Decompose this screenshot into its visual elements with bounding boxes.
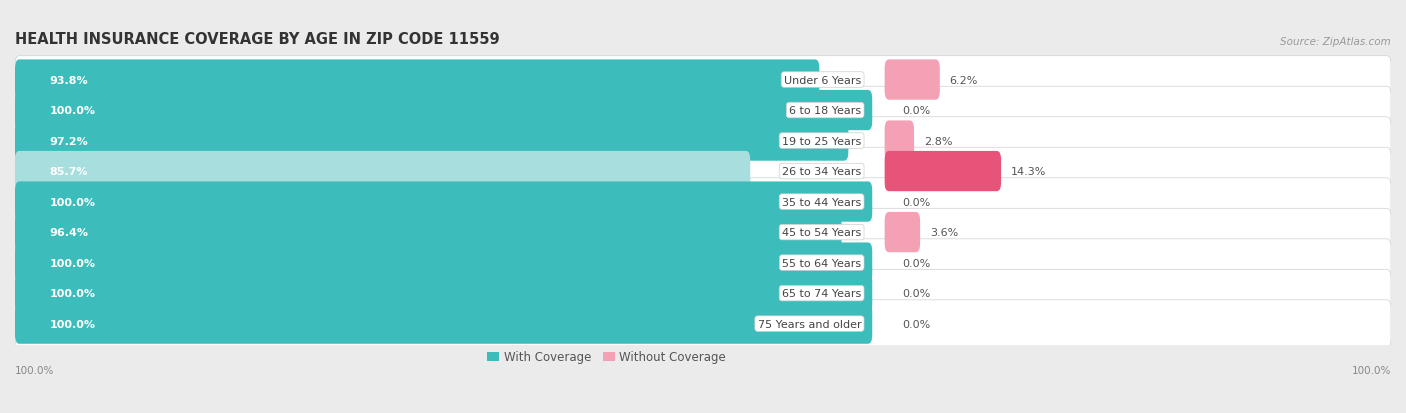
Text: 0.0%: 0.0% <box>903 319 931 329</box>
Legend: With Coverage, Without Coverage: With Coverage, Without Coverage <box>482 346 731 368</box>
Text: 100.0%: 100.0% <box>49 258 96 268</box>
FancyBboxPatch shape <box>15 304 872 344</box>
Text: 2.8%: 2.8% <box>924 136 952 146</box>
Text: 85.7%: 85.7% <box>49 167 89 177</box>
FancyBboxPatch shape <box>15 273 872 313</box>
FancyBboxPatch shape <box>884 212 920 253</box>
FancyBboxPatch shape <box>15 243 872 283</box>
Text: 45 to 54 Years: 45 to 54 Years <box>782 228 862 237</box>
FancyBboxPatch shape <box>884 60 939 100</box>
Text: 100.0%: 100.0% <box>49 288 96 299</box>
Text: Source: ZipAtlas.com: Source: ZipAtlas.com <box>1281 37 1391 47</box>
FancyBboxPatch shape <box>15 209 1391 256</box>
FancyBboxPatch shape <box>15 239 1391 287</box>
FancyBboxPatch shape <box>15 270 1391 317</box>
Text: 6.2%: 6.2% <box>949 75 977 85</box>
Text: 100.0%: 100.0% <box>1351 366 1391 375</box>
FancyBboxPatch shape <box>15 91 872 131</box>
Text: 6 to 18 Years: 6 to 18 Years <box>789 106 862 116</box>
FancyBboxPatch shape <box>15 148 1391 195</box>
Text: 14.3%: 14.3% <box>1011 167 1046 177</box>
Text: 65 to 74 Years: 65 to 74 Years <box>782 288 862 299</box>
FancyBboxPatch shape <box>15 57 1391 104</box>
FancyBboxPatch shape <box>884 152 1001 192</box>
Text: 0.0%: 0.0% <box>903 106 931 116</box>
Text: 100.0%: 100.0% <box>49 197 96 207</box>
Text: HEALTH INSURANCE COVERAGE BY AGE IN ZIP CODE 11559: HEALTH INSURANCE COVERAGE BY AGE IN ZIP … <box>15 32 499 47</box>
FancyBboxPatch shape <box>15 152 751 192</box>
Text: 100.0%: 100.0% <box>49 106 96 116</box>
Text: 97.2%: 97.2% <box>49 136 89 146</box>
Text: 3.6%: 3.6% <box>929 228 957 237</box>
Text: 100.0%: 100.0% <box>15 366 55 375</box>
Text: 0.0%: 0.0% <box>903 197 931 207</box>
Text: Under 6 Years: Under 6 Years <box>785 75 862 85</box>
Text: 75 Years and older: 75 Years and older <box>758 319 862 329</box>
FancyBboxPatch shape <box>15 212 842 253</box>
Text: 96.4%: 96.4% <box>49 228 89 237</box>
FancyBboxPatch shape <box>15 178 1391 226</box>
FancyBboxPatch shape <box>15 60 820 100</box>
FancyBboxPatch shape <box>15 121 848 161</box>
Text: 35 to 44 Years: 35 to 44 Years <box>782 197 862 207</box>
Text: 26 to 34 Years: 26 to 34 Years <box>782 167 862 177</box>
FancyBboxPatch shape <box>15 300 1391 348</box>
Text: 0.0%: 0.0% <box>903 288 931 299</box>
Text: 93.8%: 93.8% <box>49 75 89 85</box>
Text: 100.0%: 100.0% <box>49 319 96 329</box>
FancyBboxPatch shape <box>884 121 914 161</box>
FancyBboxPatch shape <box>15 182 872 222</box>
FancyBboxPatch shape <box>15 117 1391 165</box>
Text: 55 to 64 Years: 55 to 64 Years <box>782 258 862 268</box>
Text: 0.0%: 0.0% <box>903 258 931 268</box>
Text: 19 to 25 Years: 19 to 25 Years <box>782 136 862 146</box>
FancyBboxPatch shape <box>15 87 1391 135</box>
